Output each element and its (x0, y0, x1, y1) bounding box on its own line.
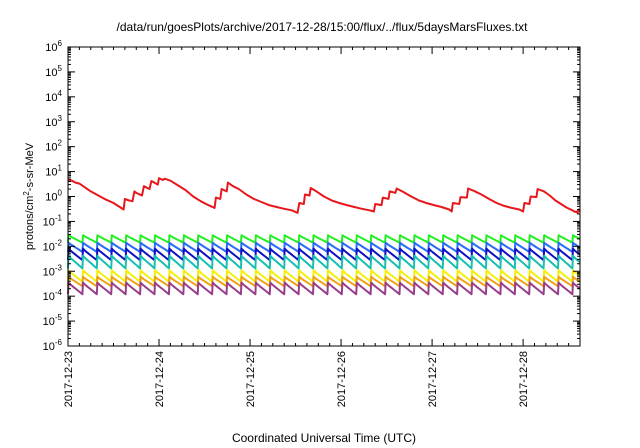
y-tick-label: 10-5 (43, 313, 63, 328)
series-group (67, 177, 581, 296)
y-tick-label: 101 (45, 164, 62, 179)
y-axis-label-base: protons/cm (24, 196, 36, 250)
series-line (67, 234, 581, 244)
x-tick-label: 2017-12-27 (427, 351, 439, 407)
y-tick-label: 106 (45, 39, 62, 54)
y-axis-label: protons/cm2-s-sr-MeV (22, 142, 36, 250)
x-axis: 2017-12-23 2017-12-24 2017-12-25 2017-12-26… (63, 47, 581, 407)
y-axis-label-rest: -s-sr-MeV (24, 142, 36, 191)
y-axis: 10-6 10-5 10-4 10-3 10-2 10-1 100 101 102 103 104 1… (43, 39, 580, 353)
x-axis-label: Coordinated Universal Time (UTC) (232, 431, 416, 445)
x-tick-label: 2017-12-25 (245, 351, 257, 407)
y-axis-label-sup: 2 (22, 191, 31, 196)
y-tick-label: 10-1 (43, 213, 63, 228)
y-tick-label: 105 (45, 64, 62, 79)
y-tick-label: 100 (45, 189, 62, 204)
y-tick-label: 10-2 (43, 238, 63, 253)
series-line (67, 254, 581, 270)
x-tick-label: 2017-12-23 (63, 351, 75, 407)
y-tick-label: 102 (45, 139, 62, 154)
x-tick-label: 2017-12-24 (154, 351, 166, 407)
series-line (67, 281, 581, 296)
chart-title: /data/run/goesPlots/archive/2017-12-28/1… (117, 20, 529, 34)
x-tick-label: 2017-12-26 (336, 351, 348, 407)
y-tick-label: 10-6 (43, 338, 63, 353)
y-tick-label: 103 (45, 114, 62, 129)
y-tick-label: 104 (45, 89, 62, 104)
y-tick-label: 10-4 (43, 288, 63, 303)
series-line (67, 177, 581, 214)
x-tick-label: 2017-12-28 (518, 351, 530, 407)
plot-area-frame (67, 46, 581, 347)
y-tick-label: 10-3 (43, 263, 63, 278)
